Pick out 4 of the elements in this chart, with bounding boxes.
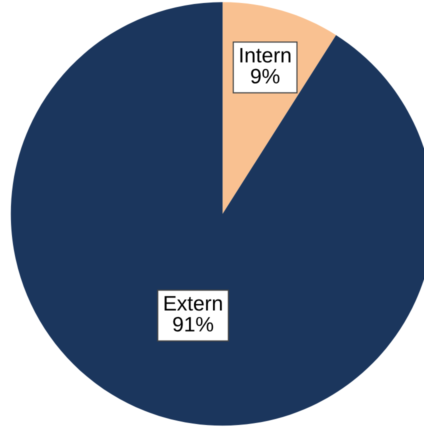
- slice-label: Intern: [240, 48, 290, 63]
- slice-label: Extern: [164, 296, 222, 311]
- data-label: 91%: [173, 316, 214, 332]
- data-label: 9%: [251, 68, 280, 84]
